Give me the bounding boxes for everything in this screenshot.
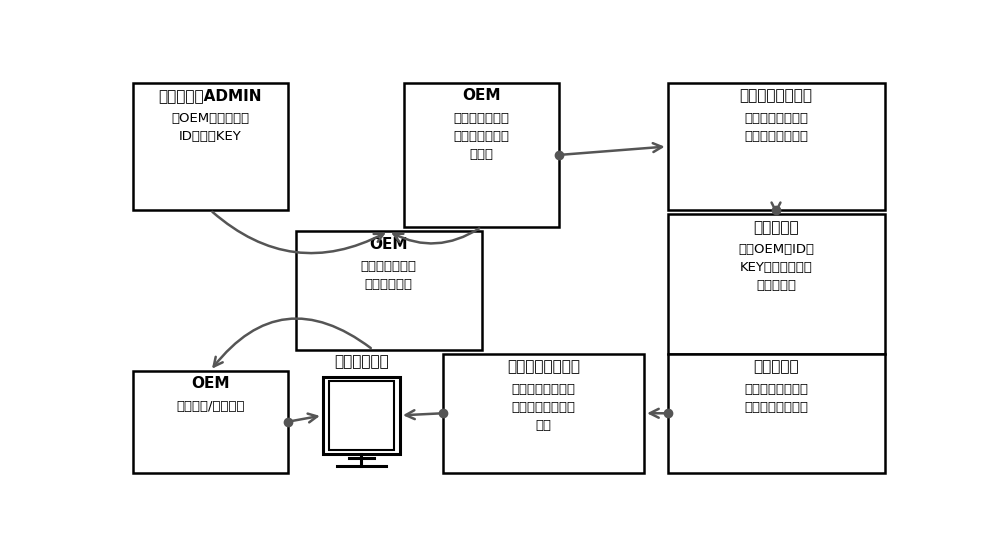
Text: 分配气象终端设
备唯一的私钥: 分配气象终端设 备唯一的私钥 [360, 260, 416, 291]
FancyBboxPatch shape [323, 377, 400, 454]
FancyBboxPatch shape [668, 354, 885, 472]
FancyBboxPatch shape [296, 231, 482, 350]
Text: 数据应用终端: 数据应用终端 [334, 355, 389, 370]
FancyBboxPatch shape [668, 83, 885, 210]
FancyBboxPatch shape [404, 83, 559, 227]
FancyBboxPatch shape [668, 214, 885, 354]
Text: （硬件狗/软件狗）: （硬件狗/软件狗） [176, 400, 244, 412]
Text: 数据管理者ADMIN: 数据管理者ADMIN [158, 89, 262, 103]
Text: 提供授权码与订阅
请求给数据服务商: 提供授权码与订阅 请求给数据服务商 [744, 112, 808, 143]
Text: 根据OEM商ID与
KEY解密授权码获
得唯一私钥: 根据OEM商ID与 KEY解密授权码获 得唯一私钥 [738, 243, 814, 292]
FancyBboxPatch shape [133, 83, 288, 210]
Text: 给OEM分配唯一的
ID与公钥KEY: 给OEM分配唯一的 ID与公钥KEY [171, 112, 249, 143]
Text: 对气象数据包加密
并分发到客户终端: 对气象数据包加密 并分发到客户终端 [744, 383, 808, 414]
Text: 数据服务商: 数据服务商 [753, 360, 799, 375]
Text: 数据应用终端客户: 数据应用终端客户 [507, 360, 580, 375]
FancyBboxPatch shape [133, 371, 288, 472]
Text: 载入加密的气象数
据包，由终端解密
解码: 载入加密的气象数 据包，由终端解密 解码 [512, 383, 576, 432]
Text: 数据应用终端客户: 数据应用终端客户 [740, 89, 812, 103]
Text: 提供给用户唯一
授权码（加密的
私钥）: 提供给用户唯一 授权码（加密的 私钥） [454, 112, 510, 161]
Text: OEM: OEM [191, 376, 230, 392]
FancyBboxPatch shape [329, 381, 394, 450]
FancyBboxPatch shape [443, 354, 644, 472]
Text: 数据服务商: 数据服务商 [753, 220, 799, 235]
Text: OEM: OEM [462, 89, 501, 103]
Text: OEM: OEM [369, 236, 408, 252]
